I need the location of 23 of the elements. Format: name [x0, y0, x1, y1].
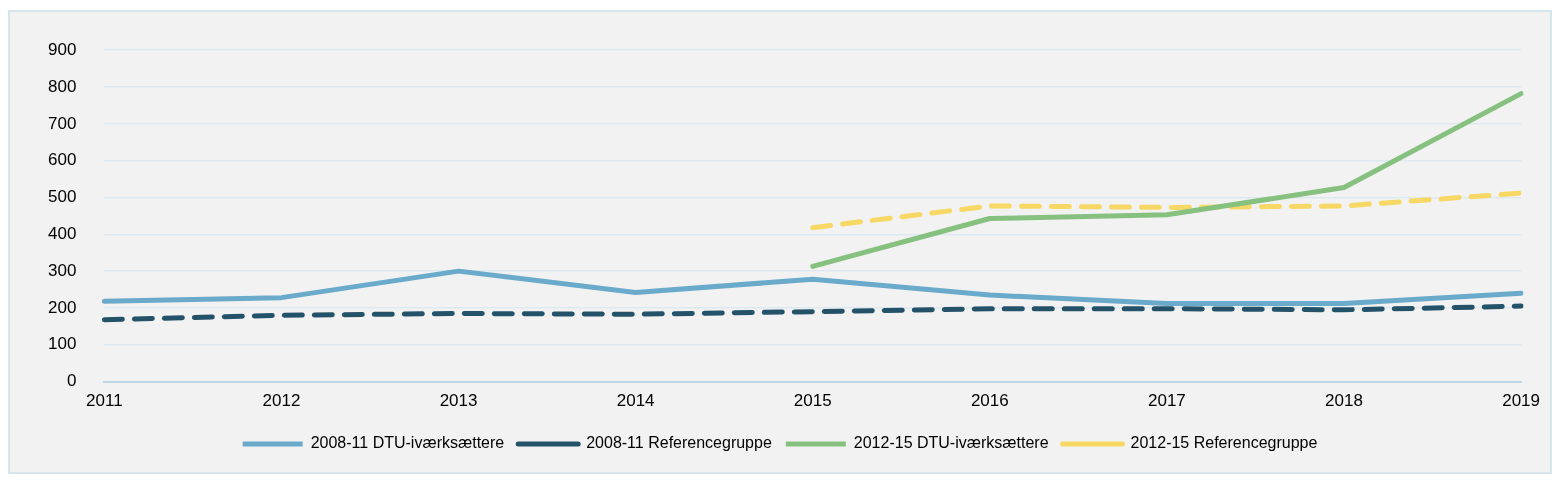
y-tick-label: 600 — [47, 150, 77, 170]
x-tick-label: 2016 — [970, 391, 1009, 411]
y-tick-label: 500 — [47, 187, 77, 207]
x-tick-label: 2011 — [86, 391, 123, 411]
y-tick-label: 900 — [47, 39, 77, 59]
legend-label: 2012-15 DTU-iværksættere — [853, 434, 1049, 452]
legend-label: 2008-11 Referencegruppe — [586, 434, 772, 452]
legend-label: 2012-15 Referencegruppe — [1130, 434, 1318, 452]
y-tick-label: 100 — [47, 334, 77, 354]
x-tick-label: 2019 — [1502, 391, 1540, 411]
x-tick-label: 2014 — [616, 391, 655, 411]
y-tick-label: 0 — [66, 371, 77, 391]
x-tick-label: 2013 — [439, 391, 478, 411]
x-tick-label: 2017 — [1147, 391, 1186, 411]
x-tick-label: 2018 — [1325, 391, 1363, 411]
y-tick-label: 300 — [47, 260, 77, 280]
x-tick-label: 2015 — [793, 391, 832, 411]
y-tick-label: 800 — [47, 76, 77, 96]
legend-label: 2008-11 DTU-iværksættere — [310, 434, 505, 452]
y-tick-label: 700 — [47, 113, 77, 133]
y-tick-label: 200 — [47, 297, 77, 317]
x-tick-label: 2012 — [262, 391, 301, 411]
y-tick-label: 400 — [47, 224, 77, 243]
